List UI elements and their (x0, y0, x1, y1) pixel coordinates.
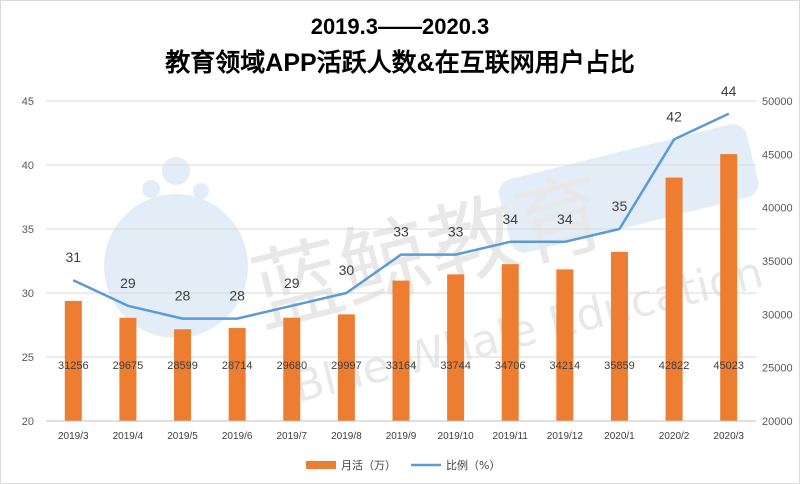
x-tick-label: 2019/6 (222, 431, 253, 442)
line-point (455, 254, 457, 256)
legend-label-bar: 月活（万） (341, 459, 396, 472)
legend-swatch-bar (306, 461, 336, 469)
x-axis: 2019/3 2019/4 2019/5 2019/6 2019/7 2019/8 2019… (46, 420, 756, 442)
line-point (728, 113, 730, 115)
bar-data-label: 33164 (386, 360, 417, 372)
x-tick-label: 2020/1 (604, 431, 635, 442)
line-data-label: 44 (721, 83, 737, 99)
y-right-tick-label: 30000 (762, 309, 793, 321)
bar-data-label: 29680 (276, 360, 307, 372)
line-data-label: 35 (612, 198, 628, 214)
bar-data-label: 29997 (331, 360, 362, 372)
bar-data-label: 34706 (495, 360, 526, 372)
bar-data-label: 28714 (222, 360, 253, 372)
x-tick-label: 2020/3 (713, 431, 744, 442)
line-point (509, 241, 511, 243)
y-right-tick-label: 25000 (762, 363, 793, 375)
bar-data-label: 31256 (58, 360, 89, 372)
bar (720, 154, 738, 421)
line-point (345, 292, 347, 294)
line-data-label: 33 (448, 224, 464, 240)
bar (392, 280, 410, 421)
x-tick-label: 2020/2 (659, 431, 690, 442)
bar (228, 328, 246, 421)
line-point (673, 138, 675, 140)
line-data-label: 29 (284, 275, 300, 291)
line-data-label: 42 (666, 108, 682, 124)
line-data-label: 34 (557, 211, 573, 227)
y-right-tick-label: 50000 (762, 96, 793, 108)
line-point (564, 241, 566, 243)
y-left-tick-label: 40 (22, 160, 34, 172)
line-data-label: 31 (66, 249, 82, 265)
x-tick-label: 2019/8 (331, 431, 362, 442)
chart-title-line1: 2019.3——2020.3 (311, 14, 490, 39)
bar-data-label: 35859 (604, 360, 635, 372)
bar (119, 317, 137, 421)
line-point (291, 305, 293, 307)
y-left-tick-label: 25 (22, 352, 34, 364)
bar (337, 314, 355, 421)
x-tick-label: 2019/3 (58, 431, 89, 442)
x-tick-label: 2019/11 (493, 431, 529, 442)
bar-data-label: 33744 (440, 360, 471, 372)
bar-series (64, 154, 738, 421)
y-left-tick-label: 35 (22, 224, 34, 236)
x-tick-label: 2019/12 (547, 431, 584, 442)
y-right-tick-label: 20000 (762, 416, 793, 428)
bar (665, 177, 683, 421)
y-right-tick-label: 40000 (762, 203, 793, 215)
y-axis-left: 20 25 30 35 40 45 (22, 96, 34, 428)
y-right-tick-label: 35000 (762, 256, 793, 268)
x-tick-label: 2019/7 (276, 431, 307, 442)
bar (610, 251, 628, 421)
line-data-label: 28 (229, 288, 245, 304)
bar (174, 329, 192, 421)
bar (283, 317, 301, 421)
line-point (618, 228, 620, 230)
line-data-label: 29 (120, 275, 136, 291)
bar (501, 264, 519, 421)
line-data-label: 34 (502, 211, 518, 227)
bar-data-label: 42822 (659, 360, 690, 372)
bar (64, 300, 82, 421)
bar (447, 274, 465, 421)
bar-data-labels: 31256 29675 28599 28714 29680 29997 33164 33744… (58, 360, 744, 372)
line-data-label: 30 (339, 262, 355, 278)
x-tick-label: 2019/10 (438, 431, 475, 442)
x-tick-label: 2019/4 (113, 431, 144, 442)
legend-label-line: 比例（%） (446, 458, 500, 472)
line-point (127, 305, 129, 307)
line-point (182, 318, 184, 320)
line-point (72, 279, 74, 281)
y-axis-right: 20000 25000 30000 35000 40000 45000 50000 (762, 96, 793, 428)
line-point (400, 254, 402, 256)
line-data-label: 28 (175, 288, 191, 304)
x-tick-label: 2019/9 (386, 431, 417, 442)
line-series (72, 112, 730, 320)
chart-title-line2: 教育领域APP活跃人数&在互联网用户占比 (165, 48, 634, 77)
bar (556, 269, 574, 421)
bar-data-label: 45023 (713, 360, 744, 372)
x-tick-label: 2019/5 (167, 431, 198, 442)
bar-data-label: 28599 (167, 360, 198, 372)
y-left-tick-label: 30 (22, 288, 34, 300)
y-left-tick-label: 45 (22, 96, 34, 108)
legend: 月活（万） 比例（%） (306, 458, 500, 472)
line-data-labels: 31 29 28 28 29 30 33 33 34 34 35 42 44 (66, 83, 737, 304)
line-data-label: 33 (393, 224, 409, 240)
y-right-tick-label: 45000 (762, 149, 793, 161)
y-left-tick-label: 20 (22, 416, 34, 428)
bar-data-label: 34214 (550, 360, 581, 372)
line-point (236, 318, 238, 320)
bar-data-label: 29675 (113, 360, 144, 372)
